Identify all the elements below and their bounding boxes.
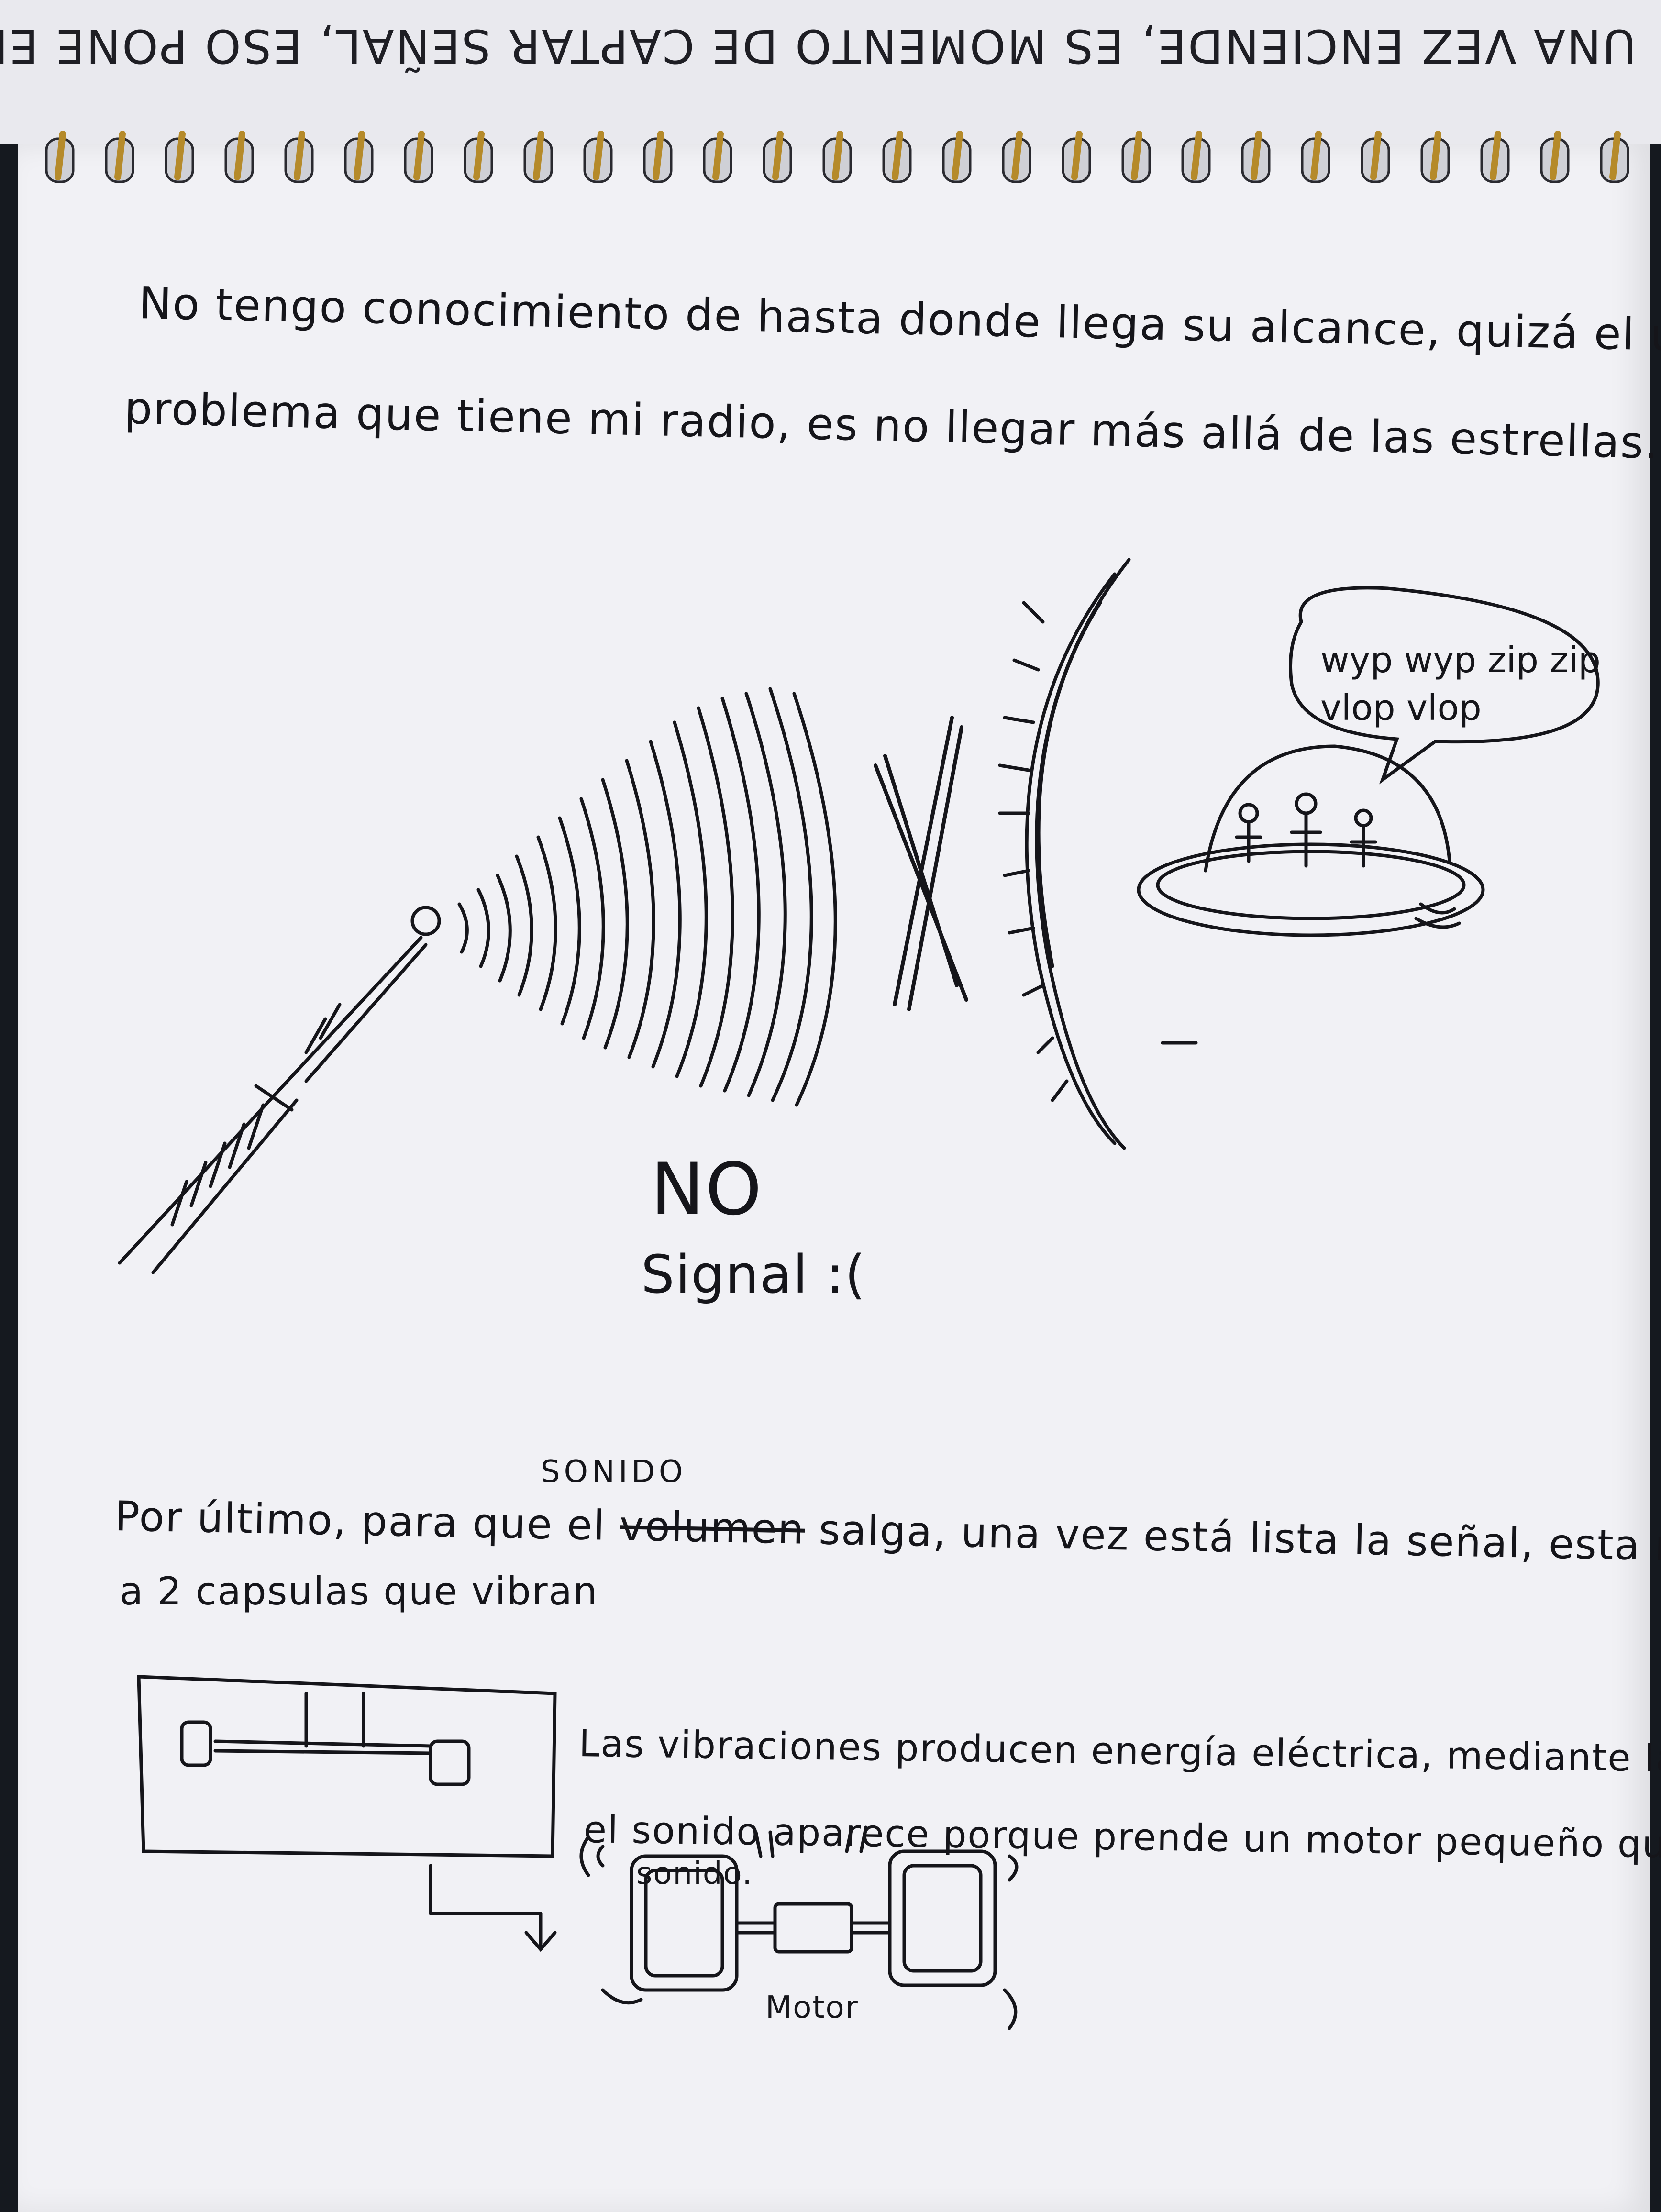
motor-drawing [579, 1825, 1019, 2030]
spiral-ring [1121, 131, 1151, 183]
paragraph-2-line-2: a 2 capsulas que vibran [120, 1569, 598, 1614]
spiral-ring [1420, 131, 1450, 183]
spiral-ring [105, 131, 134, 183]
capsule-box-drawing [137, 1675, 557, 1952]
spiral-binding [45, 131, 1629, 183]
spiral-ring [1181, 131, 1211, 183]
spiral-ring [763, 131, 792, 183]
spiral-ring [404, 131, 433, 183]
spiral-ring [1480, 131, 1510, 183]
spiral-ring [822, 131, 852, 183]
inserted-word-sonido: SONIDO [541, 1454, 687, 1490]
speech-bubble [1289, 586, 1600, 785]
signal-waves [457, 687, 837, 1107]
spiral-ring [45, 131, 75, 183]
spiral-ring [1361, 131, 1390, 183]
no-signal-line-2: Signal :( [641, 1244, 866, 1305]
spiral-ring [1540, 131, 1570, 183]
motor-label: Motor [765, 1990, 859, 2025]
spiral-ring [703, 131, 732, 183]
spiral-ring [284, 131, 314, 183]
struck-word: volumen [619, 1502, 806, 1554]
previous-page-edge: UNA VEZ ENCIENDE, ES MOMENTO DE CAPTAR S… [0, 0, 1661, 144]
spiral-ring [1301, 131, 1330, 183]
speech-bubble-line-2: vlop vlop [1320, 687, 1482, 729]
sky-barrier [998, 558, 1198, 1150]
spiral-ring [1241, 131, 1271, 183]
spiral-ring [1062, 131, 1091, 183]
spiral-ring [464, 131, 493, 183]
cross-mark [874, 716, 968, 1011]
spiral-ring [643, 131, 673, 183]
ufo-drawing [1137, 744, 1485, 937]
spiral-ring [165, 131, 194, 183]
spiral-ring [1002, 131, 1031, 183]
antenna-drawing [118, 906, 441, 1274]
speech-bubble-text: wyp wyp zip zip vlop vlop [1320, 636, 1601, 732]
notebook-page [18, 144, 1650, 2212]
caption-line-3: sonido. [636, 1856, 753, 1891]
spiral-ring [882, 131, 912, 183]
spiral-ring [583, 131, 613, 183]
paragraph-2-line-1-before: Por último, para que el [114, 1493, 620, 1550]
no-signal-line-1: NO [651, 1148, 763, 1231]
spiral-ring [224, 131, 254, 183]
spiral-ring [942, 131, 972, 183]
spiral-ring [344, 131, 374, 183]
spiral-ring [1600, 131, 1629, 183]
spiral-ring [523, 131, 553, 183]
speech-bubble-line-1: wyp wyp zip zip [1320, 640, 1601, 681]
